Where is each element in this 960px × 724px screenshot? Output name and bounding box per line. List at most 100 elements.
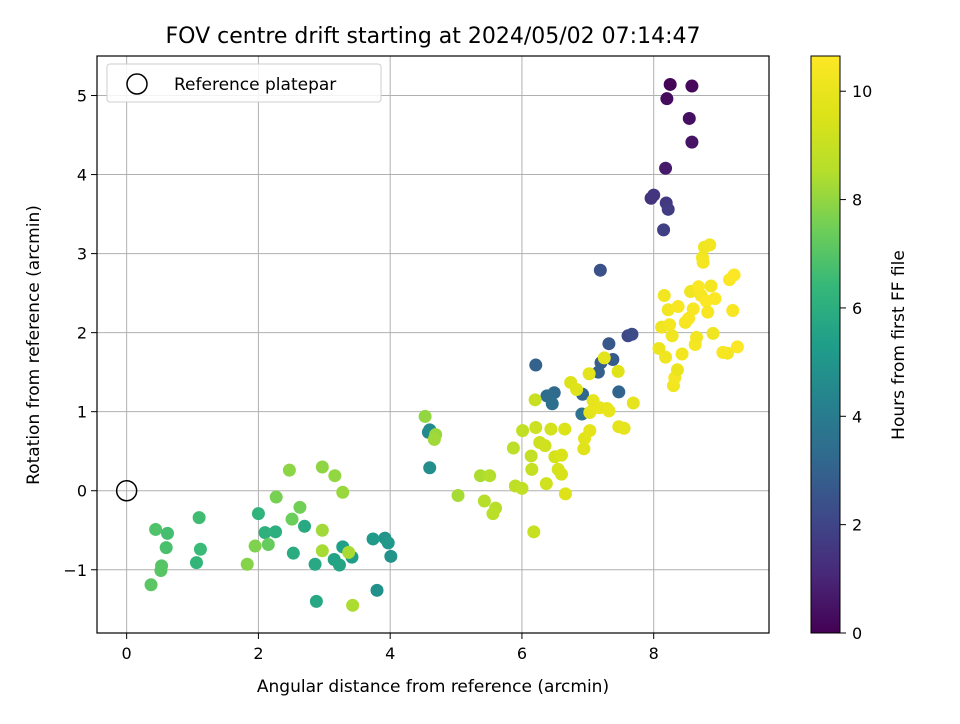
- y-axis-ticks: −1 0 1 2 3 4 5: [63, 87, 97, 580]
- data-point: [554, 467, 568, 481]
- data-point: [192, 511, 206, 525]
- data-point: [160, 526, 174, 540]
- data-point: [154, 564, 168, 578]
- data-point: [663, 77, 677, 91]
- data-point: [483, 469, 497, 483]
- x-tick-label: 8: [649, 644, 659, 663]
- data-point: [269, 525, 283, 539]
- data-point: [315, 460, 329, 474]
- data-point: [706, 326, 720, 340]
- x-tick-label: 4: [385, 644, 395, 663]
- colorbar-tick-label: 2: [852, 516, 862, 535]
- data-point: [582, 367, 596, 381]
- data-point: [558, 487, 572, 501]
- data-point: [486, 507, 500, 521]
- reference-marker-group: [115, 479, 138, 502]
- colorbar-gradient: [810, 55, 841, 634]
- legend: Reference platepar: [106, 63, 382, 103]
- y-tick-label: 2: [77, 324, 87, 343]
- x-tick-label: 0: [122, 644, 132, 663]
- data-point: [647, 188, 661, 202]
- y-tick-label: 5: [77, 87, 87, 106]
- data-point: [682, 111, 696, 125]
- data-point: [427, 432, 441, 446]
- colorbar-tick-label: 4: [852, 407, 862, 426]
- reference-platepar-marker: [115, 479, 138, 502]
- data-point: [539, 477, 553, 491]
- data-point: [286, 546, 300, 560]
- data-point: [423, 461, 437, 475]
- plot-frame: [96, 55, 770, 634]
- data-point: [342, 545, 356, 559]
- data-point: [720, 346, 734, 360]
- data-point: [558, 422, 572, 436]
- data-point: [144, 578, 158, 592]
- legend-label: Reference platepar: [174, 75, 336, 95]
- data-point: [538, 439, 552, 453]
- data-point: [529, 420, 543, 434]
- data-point: [704, 279, 718, 293]
- data-point: [506, 441, 520, 455]
- y-tick-label: 4: [77, 166, 87, 185]
- data-point: [657, 288, 671, 302]
- data-point: [703, 238, 717, 252]
- data-point: [193, 542, 207, 556]
- x-tick-label: 6: [517, 644, 527, 663]
- data-point: [577, 442, 591, 456]
- data-point: [346, 598, 360, 612]
- data-point: [554, 448, 568, 462]
- data-point: [661, 202, 675, 216]
- data-point: [529, 358, 543, 372]
- data-point: [665, 329, 679, 343]
- data-point: [251, 507, 265, 521]
- data-point: [159, 541, 173, 555]
- data-point: [336, 485, 350, 499]
- data-point: [515, 481, 529, 495]
- data-point: [593, 263, 607, 277]
- data-point: [686, 302, 700, 316]
- legend-reference-marker: [126, 73, 148, 95]
- data-point: [473, 469, 487, 483]
- data-point: [308, 557, 322, 571]
- data-point: [660, 92, 674, 106]
- x-axis-label: Angular distance from reference (arcmin): [257, 677, 609, 697]
- colorbar-tick-label: 10: [852, 82, 872, 101]
- data-point: [544, 422, 558, 436]
- y-tick-label: 1: [77, 403, 87, 422]
- data-point: [258, 526, 272, 540]
- data-point: [516, 424, 530, 438]
- data-point: [240, 557, 254, 571]
- data-point: [298, 519, 312, 533]
- data-point: [282, 463, 296, 477]
- colorbar-tick-label: 6: [852, 299, 862, 318]
- data-point: [670, 363, 684, 377]
- data-point: [730, 340, 744, 354]
- data-point: [690, 330, 704, 344]
- data-point: [293, 500, 307, 514]
- colorbar-tick-label: 8: [852, 191, 862, 210]
- data-point: [685, 135, 699, 149]
- data-point: [332, 558, 346, 572]
- data-point: [261, 537, 275, 551]
- data-point: [612, 385, 626, 399]
- y-tick-label: −1: [63, 561, 87, 580]
- data-point: [189, 556, 203, 570]
- data-point: [527, 525, 541, 539]
- data-point: [671, 300, 685, 314]
- data-point: [477, 494, 491, 508]
- data-point: [269, 490, 283, 504]
- data-point: [685, 79, 699, 93]
- data-point: [626, 396, 640, 410]
- data-point: [570, 383, 584, 397]
- data-point: [248, 539, 262, 553]
- x-axis-ticks: 0 2 4 6 8: [122, 633, 659, 663]
- data-point: [675, 347, 689, 361]
- data-point: [315, 523, 329, 537]
- data-point: [545, 397, 559, 411]
- colorbar-tick-label: 0: [852, 624, 862, 643]
- data-point: [149, 522, 163, 536]
- data-point: [583, 424, 597, 438]
- data-point: [611, 364, 625, 378]
- data-point: [524, 449, 538, 463]
- y-tick-label: 3: [77, 245, 87, 264]
